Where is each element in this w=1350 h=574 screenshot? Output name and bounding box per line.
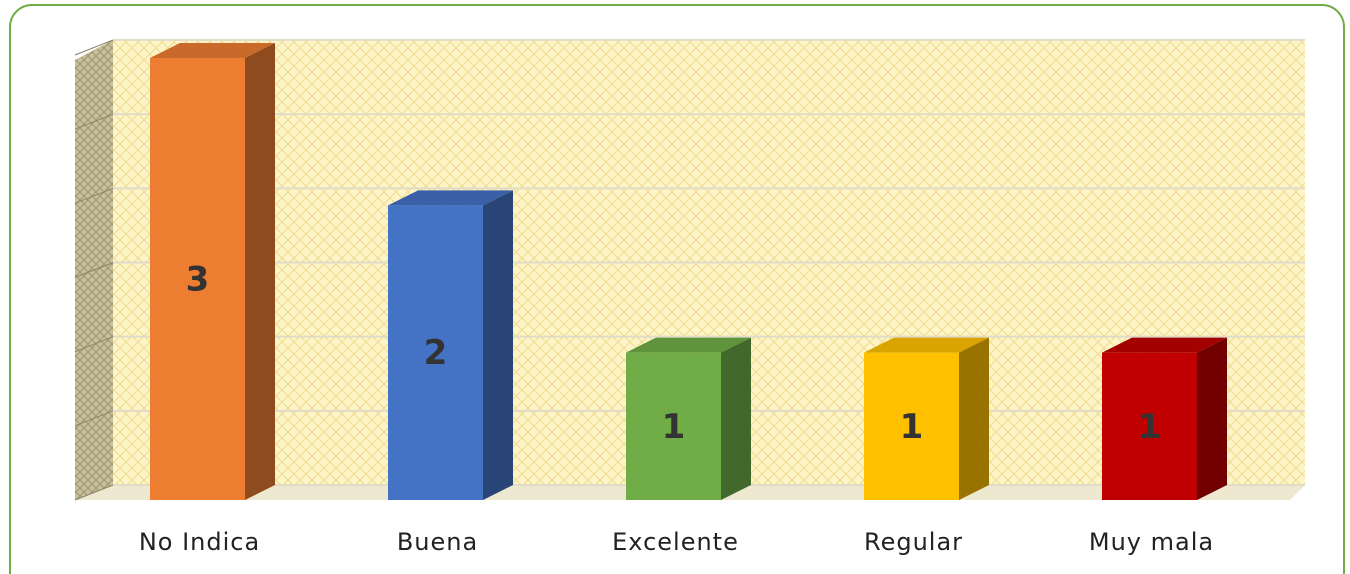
x-tick-label: Excelente: [612, 528, 739, 556]
value-label: 3: [186, 260, 210, 300]
bar-top: [864, 337, 989, 353]
bar-side: [245, 43, 275, 500]
side-grid-line: [74, 39, 114, 56]
bar: [150, 58, 245, 500]
bar-top: [150, 43, 275, 58]
bar-top: [626, 337, 751, 353]
x-tick-label: Regular: [864, 528, 963, 556]
x-tick-label: Buena: [397, 528, 478, 556]
value-label: 1: [1138, 407, 1162, 447]
bar-side: [1197, 337, 1227, 500]
value-label: 1: [900, 407, 924, 447]
side-grid-line: [74, 113, 114, 130]
side-grid-line: [74, 262, 114, 278]
bar: [626, 352, 721, 500]
bar-top: [1102, 337, 1227, 353]
bar: [1102, 352, 1197, 500]
bar: [388, 205, 483, 501]
bar: [864, 352, 959, 500]
x-tick-label: No Indica: [139, 528, 260, 556]
bar-side: [483, 190, 513, 501]
bar-side: [721, 337, 751, 500]
bar-top: [388, 190, 513, 206]
x-tick-label: Muy mala: [1089, 528, 1214, 556]
value-label: 1: [662, 407, 686, 447]
bar-side: [959, 337, 989, 500]
side-grid-line: [74, 410, 114, 427]
frame: [9, 4, 1345, 574]
value-label: 2: [424, 333, 448, 373]
side-grid-line: [74, 336, 114, 353]
side-grid-line: [74, 187, 114, 204]
side-grid-line: [74, 484, 114, 501]
